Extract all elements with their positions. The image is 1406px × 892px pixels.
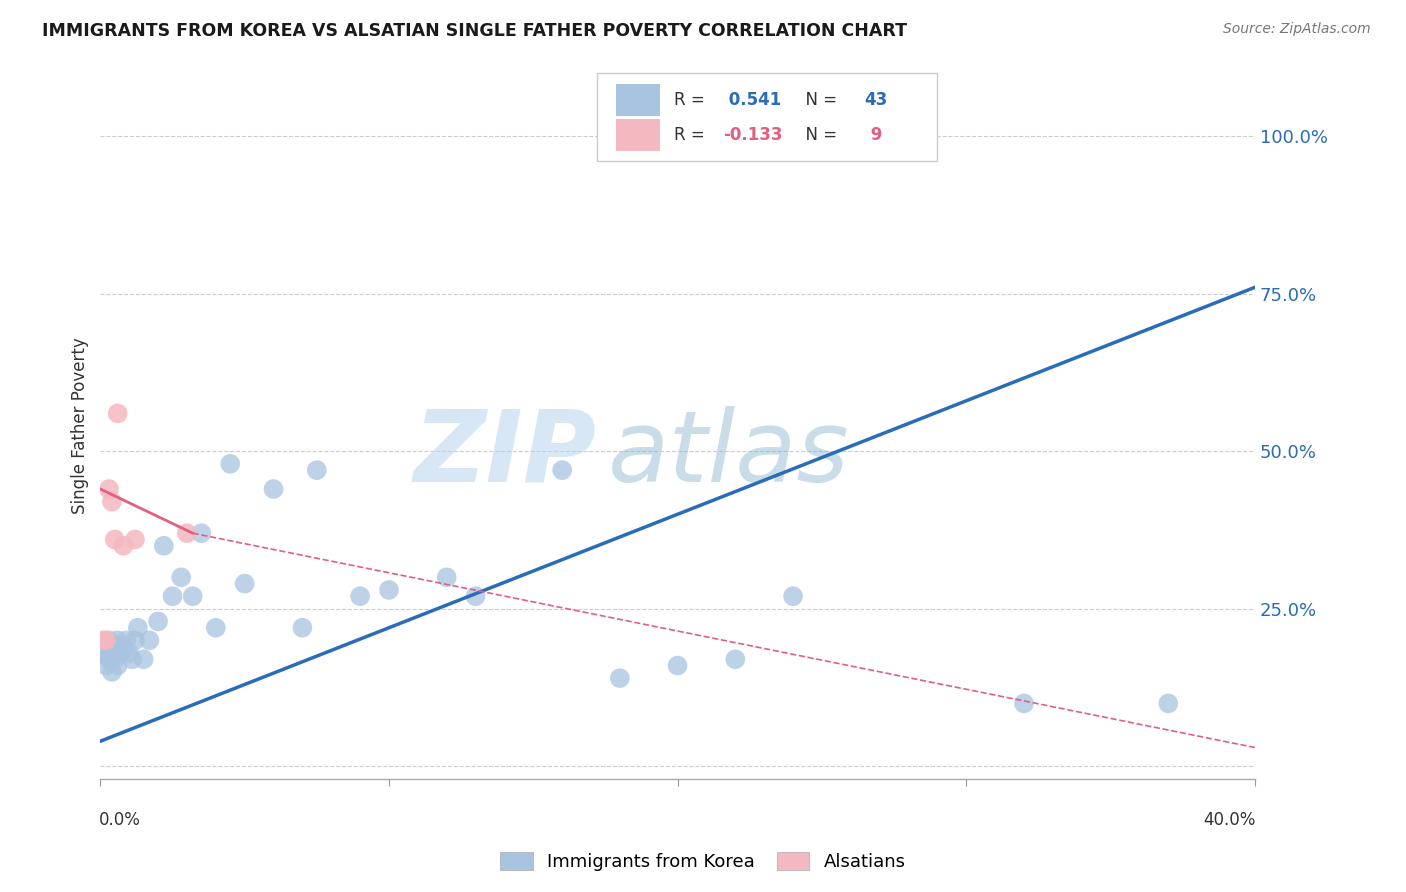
Point xyxy=(98,652,121,666)
Point xyxy=(204,621,226,635)
Point xyxy=(176,526,198,541)
Y-axis label: Single Father Poverty: Single Father Poverty xyxy=(72,338,89,515)
Point xyxy=(153,539,176,553)
Point xyxy=(305,463,328,477)
Text: 0.541: 0.541 xyxy=(723,91,780,109)
Point xyxy=(112,539,135,553)
Text: -0.133: -0.133 xyxy=(723,126,782,145)
Point xyxy=(190,526,212,541)
Point xyxy=(98,633,121,648)
Text: 43: 43 xyxy=(865,91,889,109)
Point xyxy=(162,589,184,603)
Point xyxy=(101,665,124,679)
Text: Source: ZipAtlas.com: Source: ZipAtlas.com xyxy=(1223,22,1371,37)
Point xyxy=(94,640,117,654)
Point xyxy=(124,533,146,547)
Point xyxy=(1012,697,1035,711)
Point xyxy=(138,633,160,648)
Text: N =: N = xyxy=(796,91,842,109)
Point xyxy=(98,482,121,496)
Point xyxy=(551,463,574,477)
Point xyxy=(378,582,401,597)
Point xyxy=(666,658,689,673)
Text: R =: R = xyxy=(673,91,710,109)
Point xyxy=(349,589,371,603)
Legend: Immigrants from Korea, Alsatians: Immigrants from Korea, Alsatians xyxy=(494,846,912,879)
Point xyxy=(107,633,129,648)
Point xyxy=(94,633,117,648)
FancyBboxPatch shape xyxy=(616,120,661,151)
Point xyxy=(233,576,256,591)
Point xyxy=(127,621,149,635)
Point xyxy=(94,658,117,673)
Point xyxy=(107,406,129,420)
Point xyxy=(464,589,486,603)
Text: 40.0%: 40.0% xyxy=(1204,811,1256,829)
Point xyxy=(112,640,135,654)
Point xyxy=(110,646,132,660)
Text: N =: N = xyxy=(796,126,842,145)
Point xyxy=(724,652,747,666)
Text: IMMIGRANTS FROM KOREA VS ALSATIAN SINGLE FATHER POVERTY CORRELATION CHART: IMMIGRANTS FROM KOREA VS ALSATIAN SINGLE… xyxy=(42,22,907,40)
Point xyxy=(436,570,458,584)
Point xyxy=(170,570,193,584)
Text: atlas: atlas xyxy=(609,406,851,503)
Point xyxy=(118,646,141,660)
Point xyxy=(104,652,127,666)
Text: 0.0%: 0.0% xyxy=(100,811,141,829)
Point xyxy=(101,646,124,660)
Point xyxy=(91,646,114,660)
Point xyxy=(219,457,242,471)
Point xyxy=(263,482,285,496)
Point xyxy=(107,658,129,673)
Point xyxy=(1157,697,1180,711)
Point xyxy=(609,671,631,685)
Point xyxy=(124,633,146,648)
Point xyxy=(181,589,204,603)
Text: ZIP: ZIP xyxy=(413,406,596,503)
Text: R =: R = xyxy=(673,126,710,145)
FancyBboxPatch shape xyxy=(616,84,661,116)
Point xyxy=(104,640,127,654)
Point xyxy=(782,589,804,603)
Point xyxy=(121,652,143,666)
Point xyxy=(101,494,124,508)
Point xyxy=(104,533,127,547)
FancyBboxPatch shape xyxy=(596,73,938,161)
Point xyxy=(91,633,114,648)
Point xyxy=(291,621,314,635)
Point xyxy=(146,615,169,629)
Text: 9: 9 xyxy=(865,126,882,145)
Point xyxy=(115,633,138,648)
Point xyxy=(132,652,155,666)
